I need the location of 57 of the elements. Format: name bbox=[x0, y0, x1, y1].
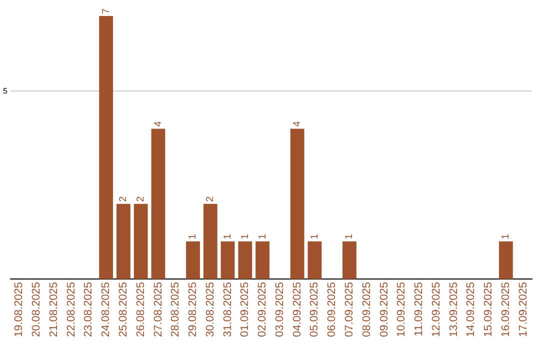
x-tick-label: 23.08.2025 bbox=[82, 282, 95, 338]
x-tick-label: 22.08.2025 bbox=[65, 282, 78, 338]
bar bbox=[134, 204, 148, 279]
bar bbox=[256, 241, 270, 279]
x-tick-label: 24.08.2025 bbox=[100, 282, 112, 338]
x-tick-label: 12.09.2025 bbox=[430, 282, 442, 338]
x-tick-label: 10.09.2025 bbox=[396, 282, 408, 338]
x-tick-label: 07.09.2025 bbox=[343, 282, 356, 338]
bar bbox=[220, 241, 235, 279]
data-label: 2 bbox=[118, 196, 130, 202]
bar bbox=[151, 128, 166, 279]
bar bbox=[116, 204, 130, 279]
x-tick-label: 06.09.2025 bbox=[326, 282, 338, 338]
x-tick-label: 01.09.2025 bbox=[239, 282, 252, 338]
x-tick-label: 14.09.2025 bbox=[465, 282, 478, 338]
data-label: 1 bbox=[309, 233, 320, 240]
bar bbox=[186, 241, 200, 279]
data-label: 1 bbox=[222, 233, 234, 240]
data-label: 4 bbox=[292, 120, 304, 127]
x-tick-label: 04.09.2025 bbox=[291, 282, 304, 338]
y-tick-label: 5 bbox=[2, 86, 8, 96]
data-label: 4 bbox=[152, 120, 164, 127]
data-label: 1 bbox=[188, 233, 199, 240]
bar bbox=[99, 16, 114, 279]
x-tick-label: 31.08.2025 bbox=[222, 282, 234, 338]
data-label: 1 bbox=[500, 233, 512, 240]
x-tick-label: 08.09.2025 bbox=[360, 282, 373, 338]
data-label: 2 bbox=[136, 196, 147, 202]
x-tick-label: 30.08.2025 bbox=[204, 282, 216, 338]
x-tick-label: 21.08.2025 bbox=[48, 282, 60, 338]
data-label: 1 bbox=[257, 233, 268, 240]
x-tick-label: 05.09.2025 bbox=[308, 282, 321, 338]
x-tick-label: 11.09.2025 bbox=[413, 282, 426, 336]
x-tick-label: 13.09.2025 bbox=[448, 282, 460, 338]
x-tick-label: 29.08.2025 bbox=[187, 282, 200, 338]
x-tick-label: 09.09.2025 bbox=[378, 282, 390, 338]
bar bbox=[238, 241, 252, 279]
bar bbox=[308, 241, 322, 279]
x-tick-label: 03.09.2025 bbox=[274, 282, 286, 338]
x-tick-label: 16.09.2025 bbox=[500, 282, 512, 338]
x-tick-label: 15.09.2025 bbox=[482, 282, 495, 338]
data-label: 1 bbox=[240, 233, 251, 240]
data-label: 2 bbox=[205, 196, 216, 202]
x-tick-label: 20.08.2025 bbox=[30, 282, 43, 338]
x-tick-label: 02.09.2025 bbox=[256, 282, 269, 338]
data-label: 7 bbox=[100, 8, 112, 14]
x-tick-label: 25.08.2025 bbox=[117, 282, 130, 338]
bar bbox=[203, 204, 218, 279]
x-tick-label: 17.09.2025 bbox=[517, 282, 530, 338]
bar bbox=[498, 241, 513, 279]
x-tick-label: 27.08.2025 bbox=[152, 282, 164, 338]
x-tick-label: 28.08.2025 bbox=[170, 282, 182, 338]
x-tick-label: 26.08.2025 bbox=[134, 282, 147, 338]
data-label: 1 bbox=[344, 233, 356, 240]
bar bbox=[342, 241, 356, 279]
x-tick-label: 19.08.2025 bbox=[13, 282, 26, 338]
bar bbox=[290, 128, 304, 279]
